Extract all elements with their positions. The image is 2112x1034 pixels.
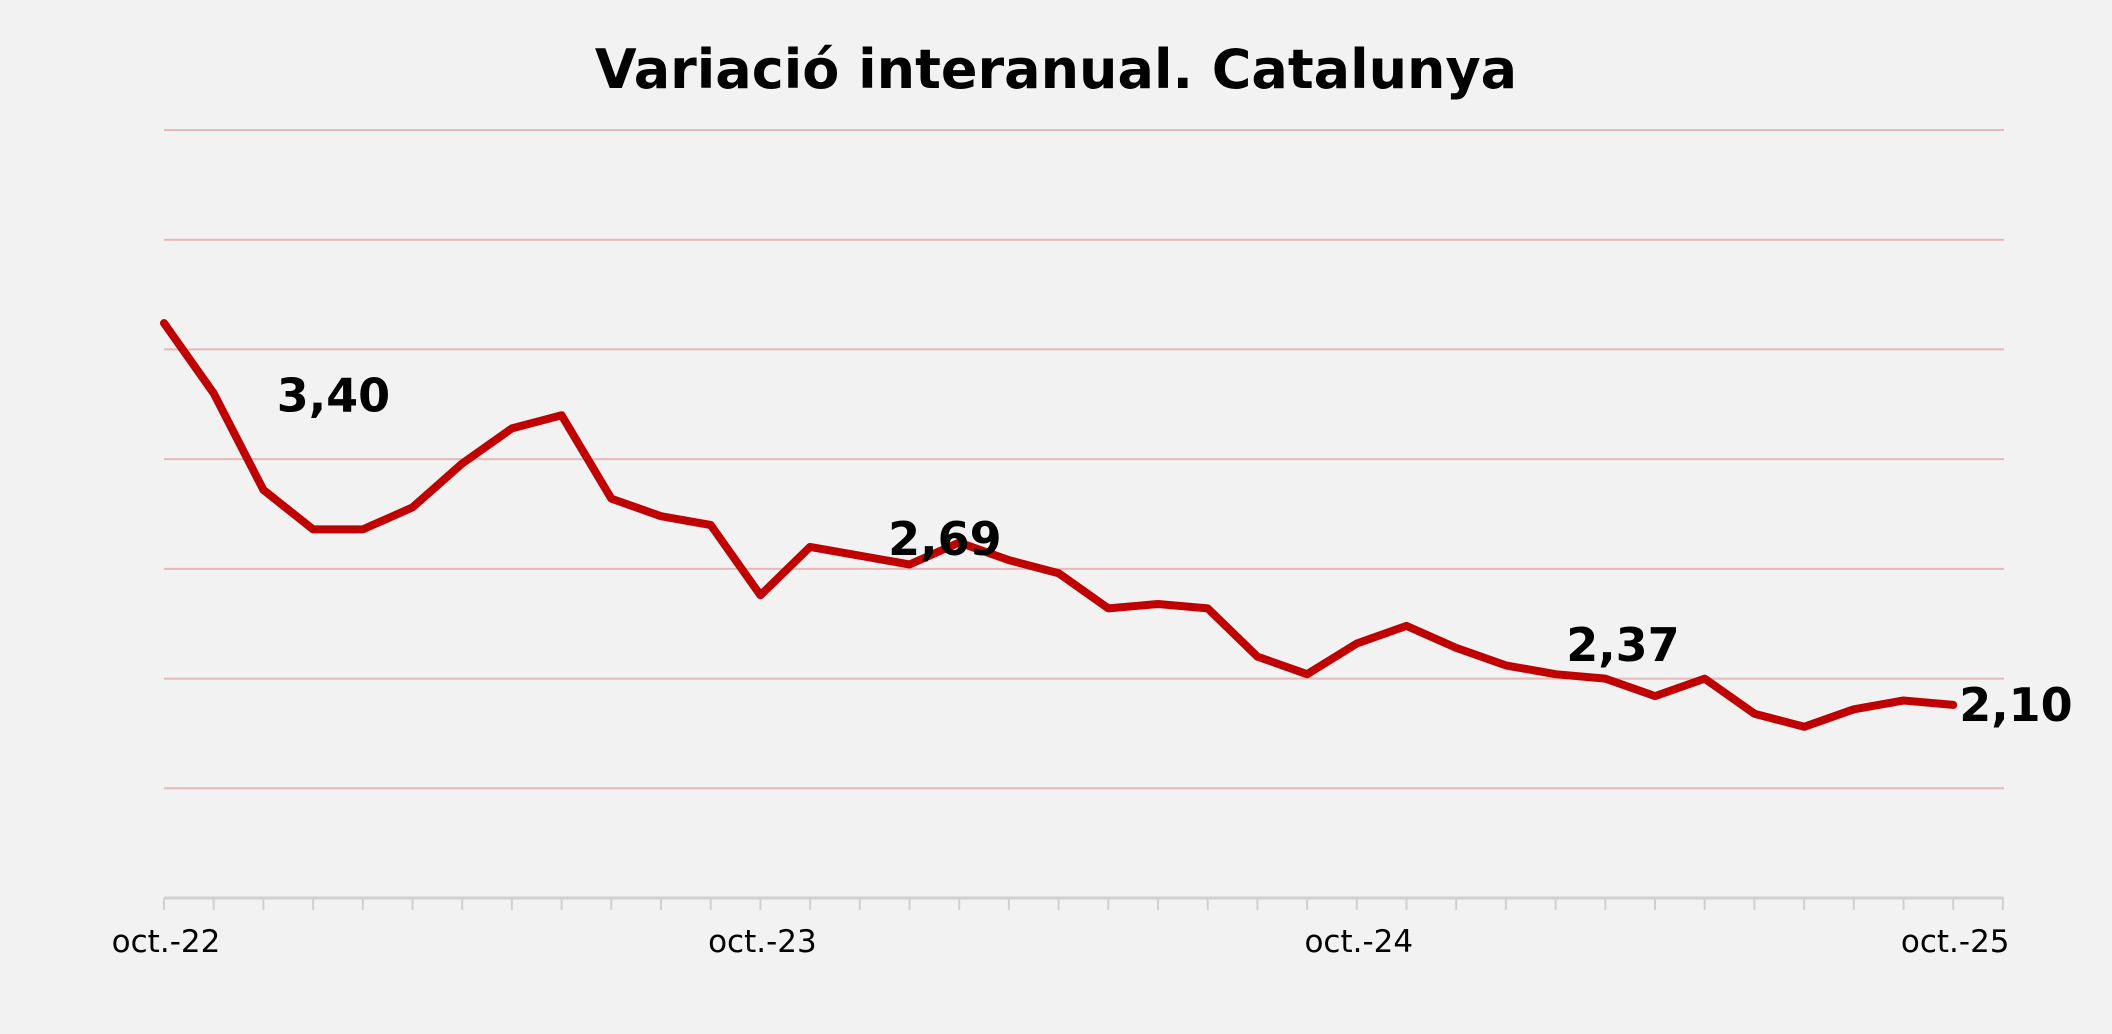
data-label: 2,69	[888, 512, 1002, 566]
x-tick-label: oct.-25	[1901, 924, 2010, 960]
data-label: 3,40	[277, 368, 391, 422]
x-tick-label: oct.-23	[708, 924, 817, 960]
x-axis: oct.-22 oct.-23 oct.-24 oct.-25	[112, 896, 2010, 960]
data-label: 2,10	[1959, 678, 2073, 732]
data-labels: 3,40 2,69 2,37 2,10	[277, 368, 2073, 732]
chart-title: Variació interanual. Catalunya	[595, 38, 1517, 101]
series-line	[160, 319, 1958, 731]
grid-lines	[164, 129, 2004, 790]
data-label: 2,37	[1566, 618, 1680, 672]
x-tick-label: oct.-22	[112, 924, 221, 960]
x-tick-label: oct.-24	[1304, 924, 1413, 960]
series-layer	[160, 319, 1958, 731]
